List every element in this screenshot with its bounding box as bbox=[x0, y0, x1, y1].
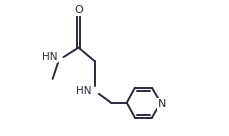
Text: O: O bbox=[74, 5, 83, 15]
Text: HN: HN bbox=[76, 86, 91, 96]
Text: N: N bbox=[158, 99, 166, 109]
Text: HN: HN bbox=[42, 52, 57, 62]
